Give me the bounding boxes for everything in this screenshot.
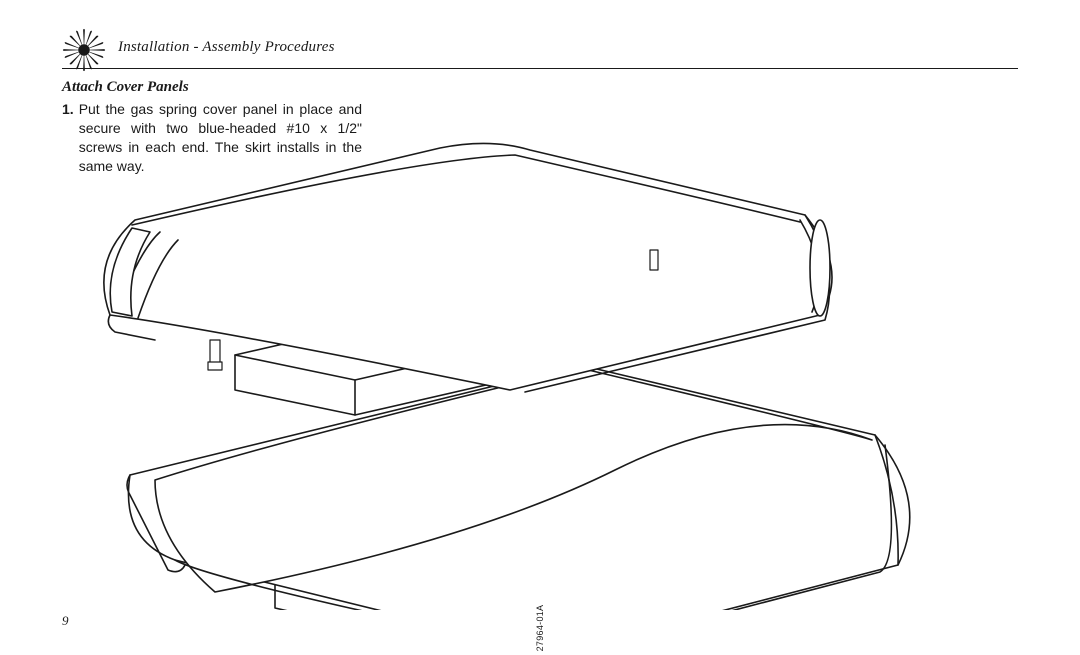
header-title: Installation - Assembly Procedures (118, 39, 335, 56)
section-title: Attach Cover Panels (62, 79, 1018, 96)
assembly-diagram (60, 140, 940, 610)
sun-icon (62, 28, 106, 72)
page-root: Installation - Assembly Procedures Attac… (0, 0, 1080, 655)
page-number: 9 (62, 613, 69, 629)
doc-code: 27964-01A (535, 605, 545, 652)
page-header: Installation - Assembly Procedures (62, 28, 1018, 69)
